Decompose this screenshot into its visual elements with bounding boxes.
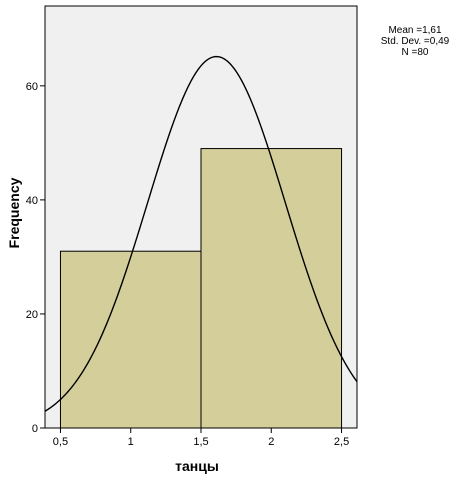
histogram-bar-1 [59, 250, 202, 429]
n-stat: N =80 [401, 47, 429, 58]
x-axis-title: танцы [175, 458, 219, 474]
x-tick-label: 0,5 [53, 436, 68, 448]
y-tick-label: 0 [32, 423, 38, 435]
std-dev-stat: Std. Dev. =0,49 [380, 36, 450, 47]
histogram-bar-2 [200, 148, 343, 429]
y-tick-label: 40 [26, 195, 38, 207]
x-tick-label: 2 [268, 436, 274, 448]
y-tick-label: 20 [26, 309, 38, 321]
mean-stat: Mean =1,61 [388, 25, 442, 36]
normal-curve [44, 55, 358, 412]
x-tick-label: 1,5 [193, 436, 208, 448]
x-tick-label: 1 [128, 436, 134, 448]
y-axis-title: Frequency [6, 177, 22, 248]
y-tick-label: 60 [26, 81, 38, 93]
x-tick-label: 2,5 [334, 436, 349, 448]
statistics-box: Mean =1,61 Std. Dev. =0,49 N =80 [372, 25, 458, 58]
